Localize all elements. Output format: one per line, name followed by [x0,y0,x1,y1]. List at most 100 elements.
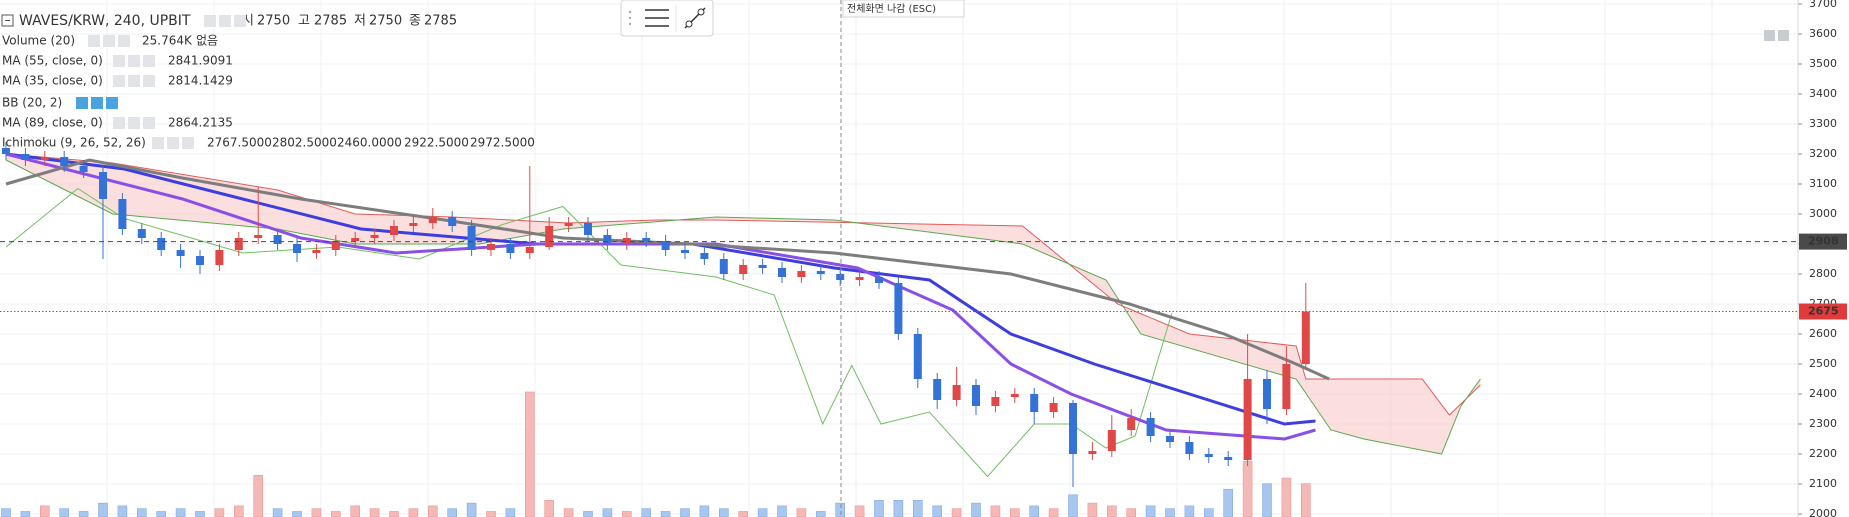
legend-icon[interactable] [106,97,118,109]
ohlc-value: 2750 [369,14,402,29]
price-label: 2675 [1808,305,1839,318]
candle-body [584,223,592,235]
toolbar-grip [628,22,632,26]
volume-bar [1009,508,1020,517]
volume-bar [98,502,108,517]
volume-bar [1301,483,1311,517]
legend-icon[interactable] [76,97,88,109]
legend-name: Volume (20) [2,34,75,48]
y-tick-label: 2400 [1809,387,1837,400]
volume-bar [408,508,419,517]
legend-icons [88,35,130,47]
legend-icon[interactable] [204,15,216,27]
legend-extra: 없음 [196,34,218,48]
volume-bar [1184,505,1195,517]
candle-body [137,229,146,238]
candle-body [739,265,748,274]
y-tick-label: 2000 [1809,507,1837,517]
legend-icon[interactable] [103,35,115,47]
legend-icons [152,137,194,149]
volume-bar [1029,505,1039,517]
legend-icons [113,117,155,129]
candle-body [622,238,631,244]
legend-icon[interactable] [152,137,164,149]
legend-value: 25.764K [142,34,193,48]
moving-average-line [5,152,1316,426]
volume-bar [1165,508,1175,517]
volume-bar [1145,505,1156,517]
legend-icon[interactable] [113,117,125,129]
candle-body [1263,379,1271,409]
legend-icon[interactable] [182,137,194,149]
legend-icon[interactable] [113,55,125,67]
legend-icon[interactable] [113,75,125,87]
candle-body [797,271,806,277]
vertical-grid [106,0,1713,517]
legend-icon[interactable] [128,55,140,67]
legend-icon[interactable] [128,117,140,129]
legend-icon[interactable] [167,137,179,149]
volume-bar [796,508,807,517]
legend-icon[interactable] [128,75,140,87]
candle-body [1224,457,1233,460]
legend-icon[interactable] [143,55,155,67]
volume-bar [912,500,923,517]
volume-bar [369,508,380,517]
volume-bar [583,511,593,517]
volume-bar [137,508,147,517]
candle-body [991,397,1000,406]
y-tick-label: 2200 [1809,447,1837,460]
legend-icon[interactable] [234,15,246,27]
legend-icon[interactable] [219,15,231,27]
price-label-box [1799,303,1847,320]
volume-bar [1068,494,1078,517]
y-tick-label: 3100 [1809,177,1837,190]
volume-bar [292,511,302,517]
legend-value: 2802.5000 [272,136,337,150]
candle-body [933,379,942,400]
pane-button[interactable] [1764,30,1775,41]
volume-bar [932,505,943,517]
candle-body [331,241,340,250]
volume-bar [389,511,399,517]
volume-bar [563,508,574,517]
candle-body [79,166,88,172]
legend-icon[interactable] [143,117,155,129]
volume-bar [1107,505,1117,517]
candle-body [1049,403,1058,412]
collapse-icon[interactable] [1,14,14,27]
pane-button[interactable] [1778,30,1789,41]
candle-body [972,385,980,406]
candle-body [351,238,360,241]
legend-icon[interactable] [143,75,155,87]
ohlc-label: 시 [242,14,254,29]
volume-bar [350,505,361,517]
legend-value: 2864.2135 [168,116,233,130]
volume-bar [602,508,613,517]
legend-icon[interactable] [118,35,130,47]
candle-body [1204,454,1213,457]
y-tick-label: 2100 [1809,477,1837,490]
volume-bar [447,508,458,517]
candle-body [1030,394,1039,412]
legend-icon[interactable] [91,97,103,109]
tool-icon [685,20,693,28]
legend-value: 2814.1429 [168,74,233,88]
drawing-toolbar[interactable] [620,0,714,37]
candle-body [1243,379,1252,460]
volume-bar [621,511,632,517]
y-tick-label: 2500 [1809,357,1837,370]
legend-icon[interactable] [88,35,100,47]
volume-bar [1048,508,1059,517]
lines-tool[interactable] [645,9,669,27]
trendline-tool[interactable] [684,7,706,29]
volume-bar [59,508,70,517]
candle-body [293,244,301,253]
volume-bar [835,502,846,517]
candle-body [312,250,321,253]
candle-body [21,154,30,160]
candle-body [952,385,961,400]
volume-bar [78,511,89,517]
y-tick-label: 2600 [1809,327,1837,340]
